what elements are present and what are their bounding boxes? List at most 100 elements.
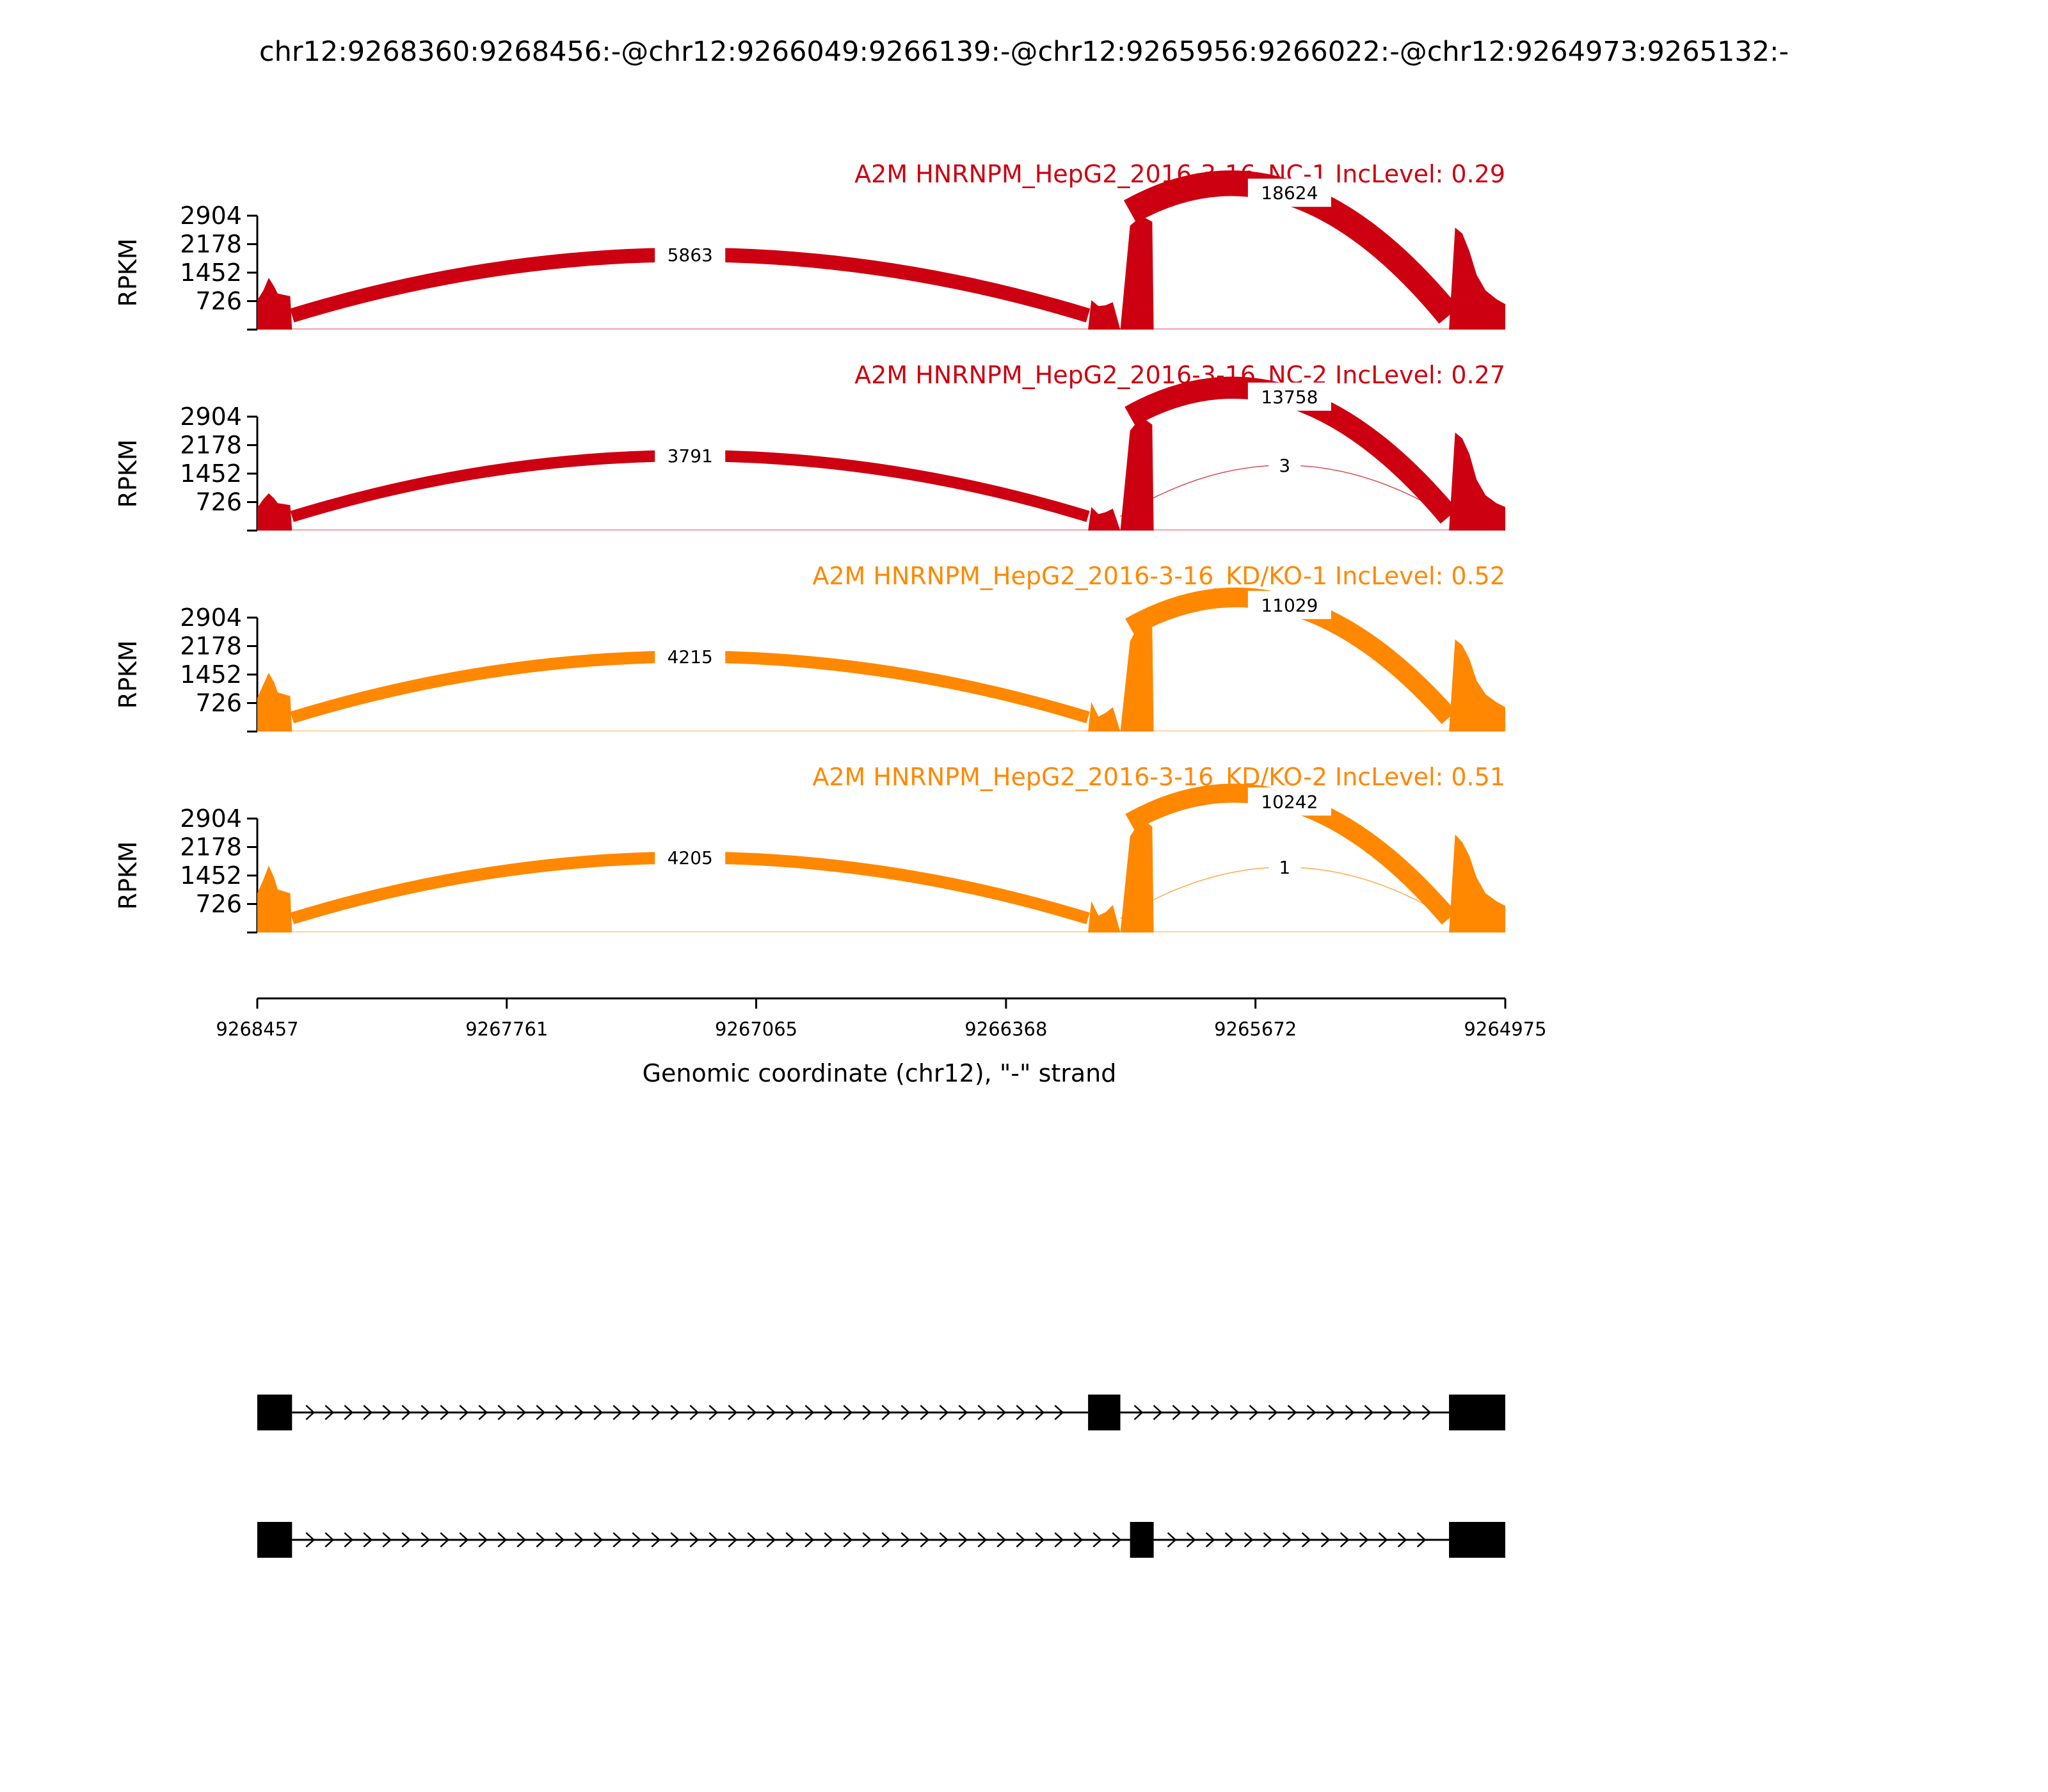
strand-arrow — [996, 1405, 1007, 1420]
junction-label-box — [1268, 451, 1301, 479]
exon-block — [1130, 1522, 1154, 1558]
strand-arrow — [324, 1405, 335, 1420]
strand-arrow — [728, 1405, 738, 1420]
strand-arrow — [1244, 1532, 1254, 1548]
y-tick-label: 1452 — [180, 660, 242, 689]
strand-arrow — [1167, 1532, 1177, 1548]
x-axis-label: Genomic coordinate (chr12), "-" strand — [643, 1059, 1117, 1087]
junction-count-label: 13758 — [1261, 387, 1318, 408]
strand-arrow — [1397, 1532, 1407, 1548]
junction-label-box — [655, 844, 726, 872]
strand-arrow — [1191, 1405, 1201, 1420]
strand-arrow — [1016, 1405, 1026, 1420]
exon-block — [257, 1522, 292, 1558]
x-tick-label: 9267761 — [465, 1018, 548, 1040]
strand-arrow — [900, 1405, 911, 1420]
strand-arrow — [1364, 1405, 1374, 1420]
transcript-model — [257, 1522, 1505, 1558]
junction-label-box — [655, 241, 726, 269]
strand-arrow — [804, 1405, 815, 1420]
strand-arrow — [1287, 1405, 1297, 1420]
strand-arrow — [1112, 1532, 1122, 1548]
strand-arrow — [1421, 1405, 1432, 1420]
junction-label-box — [655, 442, 726, 470]
strand-arrow — [1301, 1532, 1311, 1548]
strand-arrow — [1402, 1405, 1412, 1420]
strand-arrow — [747, 1405, 757, 1420]
junction-count-label: 3 — [1279, 455, 1290, 476]
strand-arrow — [497, 1405, 508, 1420]
strand-arrow — [344, 1405, 354, 1420]
exon-block — [257, 1395, 292, 1430]
strand-arrow — [977, 1532, 988, 1548]
y-tick-label: 2904 — [180, 202, 242, 230]
x-tick-label: 9266368 — [964, 1018, 1047, 1040]
strand-arrow — [440, 1532, 450, 1548]
strand-arrow — [824, 1532, 834, 1548]
strand-arrow — [1016, 1532, 1026, 1548]
strand-arrow — [708, 1532, 719, 1548]
strand-arrow — [632, 1532, 642, 1548]
junction-label-box — [655, 643, 726, 671]
strand-arrow — [843, 1532, 853, 1548]
y-tick-label: 1452 — [180, 460, 242, 488]
junction-label-box — [1247, 591, 1331, 620]
strand-arrow — [363, 1532, 373, 1548]
strand-arrow — [689, 1532, 700, 1548]
y-tick-label: 726 — [195, 287, 242, 316]
y-tick-label: 726 — [195, 488, 242, 516]
junction-count-label: 5863 — [668, 244, 713, 266]
junction-count-label: 18624 — [1261, 182, 1318, 204]
strand-arrow — [1325, 1405, 1336, 1420]
y-tick-label: 2904 — [180, 604, 242, 632]
strand-arrow — [1345, 1405, 1355, 1420]
strand-arrow — [843, 1405, 853, 1420]
strand-arrow — [1035, 1532, 1045, 1548]
y-tick-label: 2904 — [180, 403, 242, 431]
strand-arrow — [651, 1532, 661, 1548]
strand-arrow — [881, 1532, 892, 1548]
strand-arrow — [977, 1405, 988, 1420]
strand-arrow — [747, 1532, 757, 1548]
exon-block — [1449, 1522, 1505, 1558]
strand-arrow — [670, 1532, 680, 1548]
strand-arrow — [1263, 1532, 1273, 1548]
junction-count-label: 11029 — [1261, 595, 1318, 616]
plot-title: chr12:9268360:9268456:-@chr12:9266049:92… — [259, 36, 1789, 68]
strand-arrow — [324, 1532, 335, 1548]
y-axis-label: RPKM — [114, 841, 142, 909]
y-axis-label: RPKM — [114, 238, 142, 307]
x-tick-label: 9264975 — [1464, 1018, 1546, 1040]
y-tick-label: 2904 — [180, 804, 242, 833]
strand-arrow — [1359, 1532, 1369, 1548]
junction-label-box — [1247, 787, 1331, 816]
strand-arrow — [516, 1532, 527, 1548]
strand-arrow — [1229, 1405, 1240, 1420]
y-tick-label: 1452 — [180, 259, 242, 287]
junction-count-label: 1 — [1279, 857, 1290, 878]
strand-arrow — [708, 1405, 719, 1420]
strand-arrow — [420, 1405, 431, 1420]
strand-arrow — [1320, 1532, 1331, 1548]
strand-arrow — [305, 1405, 316, 1420]
strand-arrow — [497, 1532, 508, 1548]
strand-arrow — [612, 1532, 623, 1548]
coverage-panel: A2M HNRNPM_HepG2_2016-3-16_NC-1 IncLevel… — [114, 160, 1505, 331]
strand-arrow — [862, 1405, 872, 1420]
strand-arrow — [1035, 1405, 1045, 1420]
strand-arrow — [382, 1532, 392, 1548]
strand-arrow — [593, 1405, 604, 1420]
y-tick-label: 1452 — [180, 861, 242, 890]
strand-arrow — [670, 1405, 680, 1420]
junction-label-box — [1247, 382, 1331, 411]
strand-arrow — [1306, 1405, 1316, 1420]
strand-arrow — [612, 1405, 623, 1420]
y-tick-label: 726 — [195, 689, 242, 717]
strand-arrow — [1224, 1532, 1235, 1548]
strand-arrow — [1172, 1405, 1182, 1420]
strand-arrow — [939, 1405, 949, 1420]
strand-arrow — [363, 1405, 373, 1420]
strand-arrow — [958, 1405, 968, 1420]
